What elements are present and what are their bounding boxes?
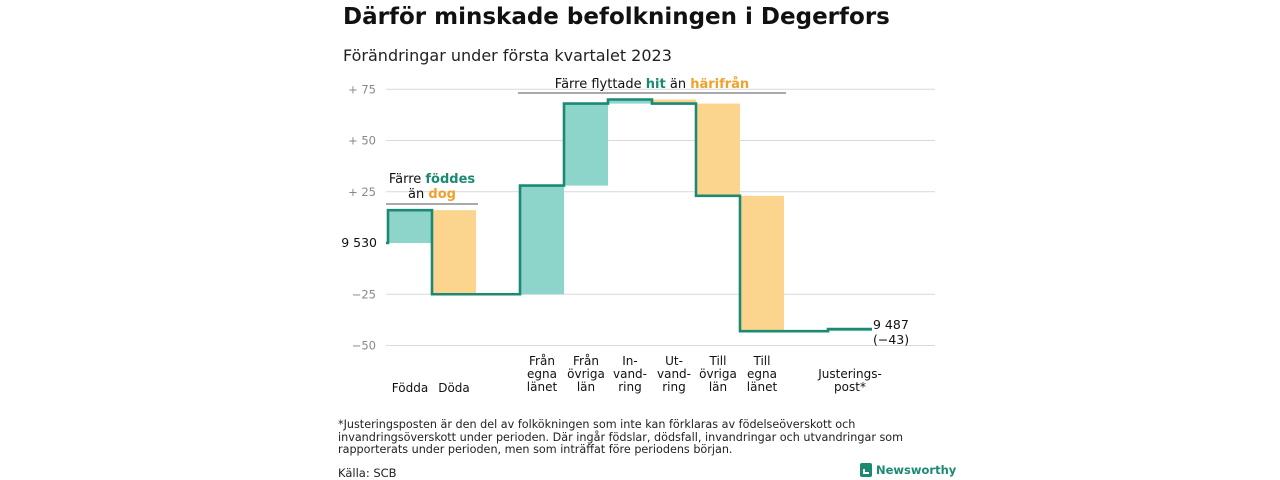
category-label: egna bbox=[527, 367, 557, 381]
bar bbox=[608, 99, 652, 104]
category-label: ring bbox=[662, 380, 686, 394]
category-label: länet bbox=[527, 380, 558, 394]
bar bbox=[652, 99, 696, 104]
annotation-accent-hit: hit bbox=[646, 77, 666, 92]
brand: Newsworthy bbox=[860, 463, 956, 477]
annotation-accent-deaths: dog bbox=[428, 187, 456, 202]
source: Källa: SCB bbox=[338, 466, 397, 480]
y-tick-label: + 50 bbox=[348, 134, 376, 148]
y-tick-label: −50 bbox=[352, 339, 376, 353]
chart-title: Därför minskade befolkningen i Degerfors bbox=[343, 4, 890, 30]
bar bbox=[696, 103, 740, 196]
category-label: post* bbox=[834, 380, 866, 394]
end-change-label: (−43) bbox=[873, 332, 909, 347]
newsworthy-logo-icon bbox=[860, 463, 872, 477]
y-tick-label: + 75 bbox=[348, 82, 376, 96]
category-label: Födda bbox=[392, 381, 428, 395]
category-label: Från bbox=[573, 354, 599, 368]
category-label: övriga bbox=[699, 367, 737, 381]
category-label: län bbox=[709, 380, 727, 394]
category-label: Från bbox=[529, 354, 555, 368]
category-label: vand- bbox=[657, 367, 691, 381]
annotation-births-line1: Färre föddes bbox=[389, 172, 476, 187]
category-label: Döda bbox=[438, 381, 470, 395]
category-label: övriga bbox=[567, 367, 605, 381]
category-label: Justerings- bbox=[817, 367, 882, 381]
y-tick-label: −25 bbox=[352, 287, 376, 301]
brand-name: Newsworthy bbox=[876, 463, 957, 477]
y-tick-label: + 25 bbox=[348, 185, 376, 199]
annotation-text: än bbox=[408, 187, 428, 202]
bar bbox=[564, 103, 608, 186]
category-label: vand- bbox=[613, 367, 647, 381]
end-value-label: 9 487 bbox=[873, 317, 909, 332]
footnote: *Justeringsposten är den del av folkökni… bbox=[338, 418, 904, 456]
annotation-accent-harifran: härifrån bbox=[690, 77, 749, 92]
category-label: egna bbox=[747, 367, 777, 381]
annotation-text: än bbox=[666, 77, 690, 92]
annotation-migration: Färre flyttade hit än härifrån bbox=[555, 77, 749, 92]
bars bbox=[386, 98, 872, 333]
bar bbox=[740, 195, 784, 332]
bar bbox=[432, 210, 476, 295]
category-label: In- bbox=[622, 354, 637, 368]
category-label: Till bbox=[709, 354, 727, 368]
bar bbox=[520, 185, 564, 295]
labels: + 75 + 50 + 25 −25 −50 9 530 9 487(−43) Födda Dö… bbox=[341, 82, 909, 395]
category-label: län bbox=[577, 380, 595, 394]
category-label: Till bbox=[753, 354, 771, 368]
annotation-text: Färre flyttade bbox=[555, 77, 646, 92]
step-line bbox=[386, 98, 872, 333]
category-label: länet bbox=[747, 380, 778, 394]
bar bbox=[388, 210, 432, 243]
annotation-accent-births: föddes bbox=[425, 172, 475, 187]
annotation-births-line2: än dog bbox=[408, 187, 456, 202]
chart-subtitle: Förändringar under första kvartalet 2023 bbox=[343, 46, 672, 65]
start-value-label: 9 530 bbox=[341, 235, 377, 250]
category-label: Ut- bbox=[665, 354, 683, 368]
annotation-text: Färre bbox=[389, 172, 426, 187]
category-label: ring bbox=[618, 380, 642, 394]
